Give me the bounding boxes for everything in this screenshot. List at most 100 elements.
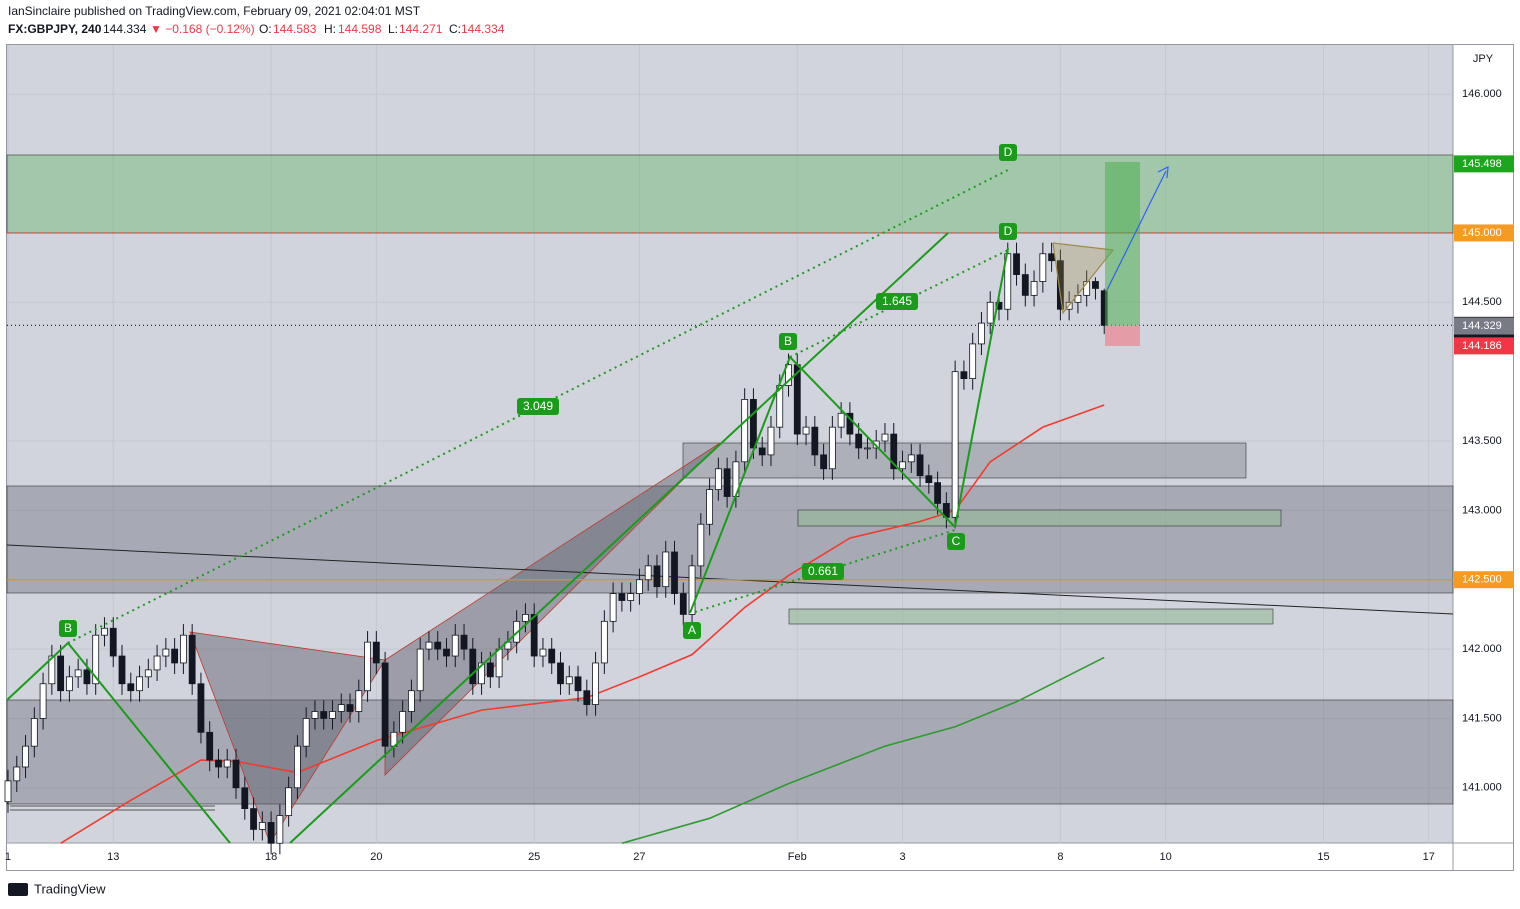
high: 144.598	[338, 22, 382, 36]
x-tick-label: 3	[899, 851, 905, 863]
candle-body	[557, 662, 564, 685]
candle-body	[706, 489, 713, 525]
price-tag-label: 145.000	[1462, 227, 1502, 239]
candle-body	[644, 565, 652, 581]
x-tick-label: 8	[1057, 851, 1063, 863]
candle-body	[539, 648, 547, 657]
candles	[4, 242, 1108, 855]
low: 144.271	[399, 22, 443, 36]
candle-body	[416, 648, 424, 692]
candle-body	[355, 690, 363, 712]
demand-zone	[6, 699, 1454, 805]
candle-body	[592, 662, 599, 705]
candle-body	[1013, 253, 1020, 275]
candle-body	[486, 662, 494, 678]
y-tick-label: 142.000	[1462, 643, 1502, 655]
candle-body	[627, 593, 635, 601]
candle-body	[144, 669, 152, 678]
candle-body	[372, 641, 380, 664]
candle-body	[574, 676, 582, 692]
price-tag-label: 144.186	[1462, 340, 1502, 352]
x-tick-label: 15	[1317, 851, 1329, 863]
candle-body	[425, 641, 433, 650]
open-label: O:	[259, 22, 272, 36]
candle-body	[679, 593, 687, 615]
candle-body	[197, 683, 205, 733]
pattern-label: B	[784, 334, 792, 348]
price-tag	[1454, 571, 1514, 589]
pattern-label-bg	[876, 293, 918, 310]
pattern-label: D	[1004, 224, 1013, 238]
pattern-label-bg	[802, 563, 844, 580]
candle-body	[285, 787, 293, 816]
x-tick-label: 17	[1423, 851, 1435, 863]
x-tick-label: 13	[107, 851, 119, 863]
symbol: FX:GBPJPY, 240	[8, 22, 102, 36]
price-tag	[1454, 337, 1514, 355]
candle-body	[697, 523, 705, 567]
candle-body	[83, 669, 91, 685]
pattern-leg	[289, 232, 949, 844]
candle-body	[276, 815, 284, 844]
candle-body	[13, 766, 21, 782]
pattern-label: 0.661	[808, 564, 838, 578]
pattern-label-bg	[999, 144, 1017, 161]
candle-body	[92, 634, 100, 685]
candle-body	[311, 711, 319, 719]
candle-body	[162, 648, 170, 657]
candle-body	[294, 745, 301, 789]
x-tick-label: 18	[265, 851, 277, 863]
candle-body	[618, 593, 626, 601]
candle-body	[241, 787, 249, 809]
close: 144.334	[461, 22, 505, 36]
candle-body	[916, 454, 924, 477]
candle-body	[609, 593, 617, 622]
candle-body	[434, 641, 442, 650]
high-label: H:	[324, 22, 336, 36]
moving-average	[621, 656, 1105, 845]
candle-body	[750, 399, 757, 449]
candle-body	[223, 759, 231, 768]
candle-body	[153, 655, 161, 671]
pattern-labels: B B A C D D 3.049 1.645 0.661	[59, 144, 1017, 639]
chart-frame	[6, 44, 1514, 871]
candle-body	[855, 433, 863, 449]
candle-body	[4, 780, 12, 803]
candle-body	[495, 648, 503, 678]
candle-body	[881, 433, 889, 442]
candle-body	[767, 426, 775, 456]
pattern-label-bg	[947, 533, 965, 550]
x-tick-label: 25	[528, 851, 540, 863]
price-axis: 146.000 144.500 143.500 143.000 142.000 141.5…	[1462, 88, 1502, 794]
candle-body	[802, 426, 810, 435]
box-zone	[788, 608, 1274, 625]
pattern-label: B	[64, 621, 72, 635]
candle-body	[48, 655, 56, 685]
candle-body	[741, 399, 749, 463]
price-tag	[1454, 155, 1514, 173]
candle-body	[907, 454, 915, 463]
pattern-label-bg	[517, 398, 559, 415]
pattern-label-bg	[999, 223, 1017, 240]
y-tick-label: 143.500	[1462, 435, 1502, 447]
candle-body	[864, 447, 871, 450]
candle-body	[39, 683, 47, 719]
candle-body	[925, 475, 933, 484]
publisher: IanSinclaire published on TradingView.co…	[8, 4, 421, 18]
candle-body	[951, 371, 959, 518]
change: ▼ −0.168 (−0.12%)	[150, 22, 255, 36]
candle-body	[671, 551, 678, 594]
y-tick-label: 143.000	[1462, 504, 1502, 516]
y-tick-label: 141.500	[1462, 712, 1502, 724]
candle-body	[846, 412, 854, 435]
plot-area	[7, 45, 1453, 843]
candle-body	[522, 614, 529, 622]
candle-body	[101, 627, 108, 636]
candle-body	[478, 662, 485, 685]
logo	[8, 883, 28, 896]
candle-body	[381, 662, 389, 747]
candle-body	[267, 822, 275, 844]
pattern-triangle	[189, 631, 386, 844]
candle-body	[118, 655, 126, 685]
